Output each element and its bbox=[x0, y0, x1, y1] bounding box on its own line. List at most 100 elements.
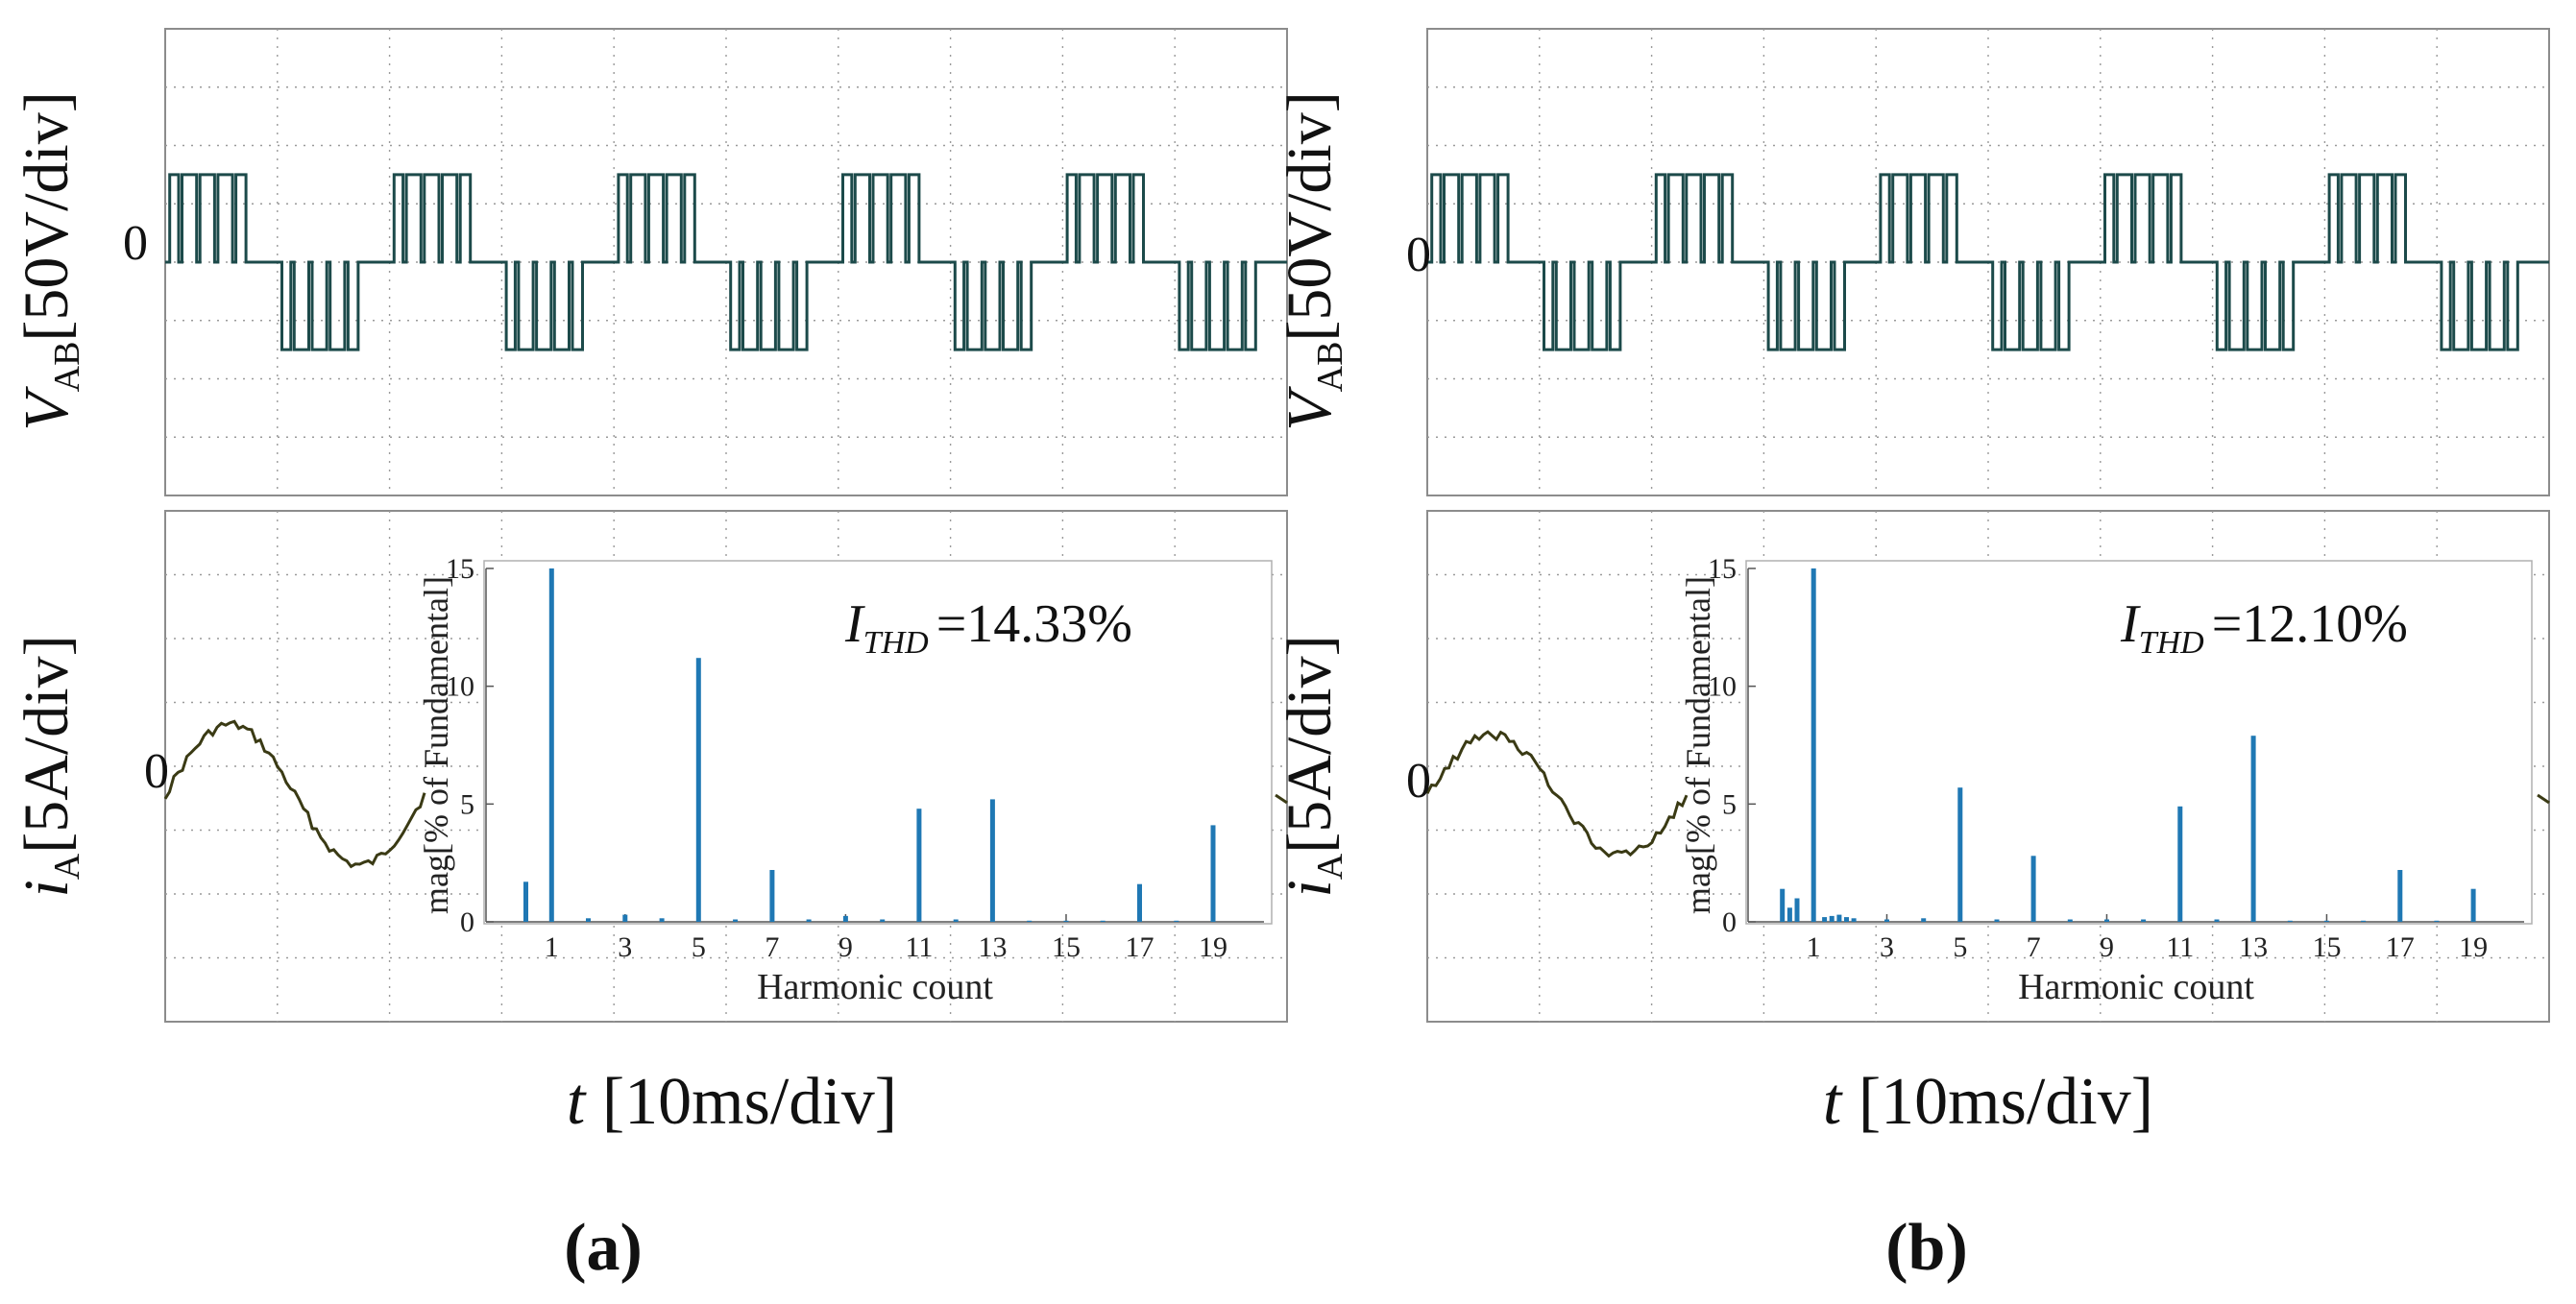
spectrum-xtick-label: 9 bbox=[838, 931, 853, 963]
spectrum-xtick-label: 5 bbox=[1953, 931, 1967, 963]
spectrum-bar bbox=[1174, 920, 1179, 922]
spectrum-bar bbox=[1210, 825, 1216, 922]
current-zero-text: 0 bbox=[144, 744, 169, 799]
spectrum-ytick-label: 10 bbox=[1708, 671, 1737, 703]
spectrum-bar bbox=[1994, 919, 2000, 922]
voltage-trace bbox=[1427, 173, 2549, 351]
panel-caption-text: (a) bbox=[564, 1211, 643, 1285]
spectrum-bar bbox=[733, 919, 739, 922]
current-label-subscript: A bbox=[1310, 853, 1350, 880]
spectrum-bar bbox=[2470, 888, 2476, 922]
spectrum-bar bbox=[2323, 920, 2329, 922]
time-label-symbol: t bbox=[567, 1065, 587, 1139]
spectrum-bar bbox=[1137, 883, 1142, 922]
spectrum-bar bbox=[1921, 918, 1927, 922]
spectrum-xtick-label: 1 bbox=[545, 931, 559, 963]
spectrum-bar bbox=[842, 915, 848, 922]
spectrum-ytick-label: 10 bbox=[446, 671, 474, 703]
voltage-zero-label: 0 bbox=[123, 216, 148, 271]
voltage-label-unit: [50V/div] bbox=[1275, 91, 1345, 341]
spectrum-inset bbox=[483, 560, 1273, 925]
spectrum-bar bbox=[2030, 856, 2036, 922]
spectrum-bar bbox=[1810, 568, 1816, 922]
spectrum-xtick-label: 5 bbox=[692, 931, 706, 963]
current-label-subscript: A bbox=[47, 853, 87, 880]
spectrum-xtick-label: 17 bbox=[1126, 931, 1154, 963]
spectrum-ytick-label: 0 bbox=[1722, 906, 1737, 938]
spectrum-ytick-label: 15 bbox=[1708, 553, 1737, 585]
spectrum-bar bbox=[2250, 736, 2256, 922]
spectrum-xtick-label: 19 bbox=[2459, 931, 2488, 963]
spectrum-bar bbox=[2067, 919, 2073, 922]
spectrum-bar bbox=[2104, 919, 2109, 922]
spectrum-ytick-label: 5 bbox=[1722, 788, 1737, 820]
thd-value: =12.10% bbox=[2212, 594, 2408, 654]
spectrum-xlabel: Harmonic count bbox=[2018, 967, 2254, 1007]
voltage-label-symbol: V bbox=[12, 386, 82, 431]
spectrum-xtick-label: 7 bbox=[765, 931, 779, 963]
spectrum-bar bbox=[1851, 918, 1857, 922]
current-trace-tail bbox=[2537, 793, 2550, 805]
spectrum-ylabel: mag[% of Fundamental] bbox=[1679, 576, 1717, 914]
voltage-axis-label: VAB[50V/div] bbox=[12, 91, 87, 430]
spectrum-bar bbox=[1100, 920, 1106, 922]
spectrum-bar bbox=[806, 919, 812, 922]
current-label-unit: [5A/div] bbox=[12, 635, 82, 853]
spectrum-xtick-label: 15 bbox=[1052, 931, 1081, 963]
current-zero-label: 0 bbox=[1406, 754, 1431, 809]
spectrum-xtick-label: 17 bbox=[2386, 931, 2415, 963]
current-axis-label: iA[5A/div] bbox=[12, 635, 87, 897]
time-label-unit: [10ms/div] bbox=[585, 1065, 897, 1139]
voltage-zero-text: 0 bbox=[123, 216, 148, 271]
spectrum-bar bbox=[695, 658, 701, 922]
spectrum-bar bbox=[1844, 917, 1849, 922]
thd-symbol: I bbox=[844, 594, 865, 654]
thd-symbol: I bbox=[2120, 594, 2141, 654]
spectrum-bar bbox=[989, 799, 995, 922]
spectrum-xtick-label: 13 bbox=[978, 931, 1007, 963]
spectrum-bar bbox=[2177, 806, 2183, 922]
spectrum-bar bbox=[523, 881, 528, 922]
spectrum-xtick-label: 7 bbox=[2027, 931, 2041, 963]
thd-value: =14.33% bbox=[936, 594, 1132, 654]
spectrum-bar bbox=[880, 919, 886, 922]
spectrum-bar bbox=[953, 919, 959, 922]
voltage-label-subscript: AB bbox=[47, 342, 87, 393]
voltage-zero-text: 0 bbox=[1406, 228, 1431, 282]
voltage-trace bbox=[165, 173, 1287, 351]
spectrum-bar bbox=[1884, 919, 1889, 922]
voltage-label-symbol: V bbox=[1275, 386, 1345, 431]
spectrum-bar bbox=[2434, 920, 2440, 922]
spectrum-bar bbox=[2141, 919, 2147, 922]
time-label-unit: [10ms/div] bbox=[1841, 1065, 2153, 1139]
panel-caption-text: (b) bbox=[1885, 1211, 1968, 1285]
current-zero-label: 0 bbox=[144, 744, 169, 799]
current-label-unit: [5A/div] bbox=[1275, 635, 1345, 853]
thd-subscript: THD bbox=[863, 625, 929, 661]
spectrum-bar bbox=[1836, 914, 1842, 922]
panel-caption: (a) bbox=[564, 1211, 643, 1285]
spectrum-xtick-label: 3 bbox=[618, 931, 632, 963]
panel-caption: (b) bbox=[1885, 1211, 1968, 1285]
current-label-symbol: i bbox=[1275, 880, 1345, 897]
time-axis-label: t [10ms/div] bbox=[567, 1065, 897, 1139]
voltage-label-unit: [50V/div] bbox=[12, 91, 82, 341]
spectrum-ylabel: mag[% of Fundamental] bbox=[417, 576, 455, 914]
current-trace bbox=[163, 719, 426, 869]
voltage-axis-label: VAB[50V/div] bbox=[1275, 91, 1350, 430]
spectrum-xlabel: Harmonic count bbox=[757, 967, 993, 1007]
thd-subscript: THD bbox=[2139, 625, 2204, 661]
thd-annotation: ITHD =12.10% bbox=[2120, 594, 2408, 661]
spectrum-bar bbox=[1780, 888, 1786, 922]
thd-annotation: ITHD =14.33% bbox=[844, 594, 1132, 661]
spectrum-xtick-label: 11 bbox=[2166, 931, 2194, 963]
spectrum-bar bbox=[1957, 787, 1963, 922]
spectrum-bar bbox=[1786, 907, 1792, 922]
spectrum-bar bbox=[586, 918, 591, 922]
spectrum-ytick-label: 5 bbox=[460, 788, 474, 820]
current-trace bbox=[1425, 730, 1689, 858]
spectrum-bar bbox=[2397, 870, 2403, 922]
time-axis-label: t [10ms/div] bbox=[1823, 1065, 2153, 1139]
